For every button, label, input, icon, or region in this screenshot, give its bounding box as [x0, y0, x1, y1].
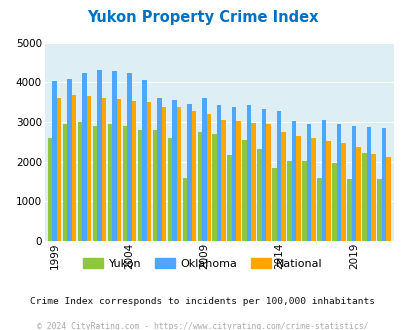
- Bar: [361, 152, 366, 241]
- Bar: [191, 112, 196, 241]
- Bar: [281, 132, 285, 241]
- Bar: [227, 155, 231, 241]
- Bar: [236, 121, 241, 241]
- Bar: [157, 98, 161, 241]
- Bar: [257, 149, 261, 241]
- Bar: [161, 108, 166, 241]
- Bar: [221, 120, 226, 241]
- Bar: [212, 134, 216, 241]
- Bar: [202, 98, 206, 241]
- Bar: [351, 126, 356, 241]
- Bar: [216, 105, 221, 241]
- Bar: [206, 114, 211, 241]
- Bar: [92, 126, 97, 241]
- Bar: [146, 102, 151, 241]
- Bar: [287, 160, 291, 241]
- Bar: [82, 73, 86, 241]
- Bar: [242, 140, 246, 241]
- Bar: [101, 98, 106, 241]
- Bar: [306, 124, 311, 241]
- Bar: [142, 80, 146, 241]
- Bar: [197, 132, 202, 241]
- Bar: [356, 147, 360, 241]
- Bar: [97, 70, 101, 241]
- Bar: [182, 178, 187, 241]
- Bar: [246, 105, 251, 241]
- Bar: [71, 95, 76, 241]
- Bar: [272, 168, 276, 241]
- Bar: [302, 161, 306, 241]
- Bar: [107, 124, 112, 241]
- Bar: [57, 98, 61, 241]
- Bar: [176, 108, 181, 241]
- Bar: [52, 81, 57, 241]
- Bar: [386, 156, 390, 241]
- Bar: [112, 71, 116, 241]
- Bar: [296, 136, 300, 241]
- Bar: [122, 126, 127, 241]
- Bar: [172, 100, 176, 241]
- Bar: [376, 179, 381, 241]
- Bar: [251, 123, 255, 241]
- Text: © 2024 CityRating.com - https://www.cityrating.com/crime-statistics/: © 2024 CityRating.com - https://www.city…: [37, 322, 368, 330]
- Bar: [332, 163, 336, 241]
- Bar: [131, 101, 136, 241]
- Text: Crime Index corresponds to incidents per 100,000 inhabitants: Crime Index corresponds to incidents per…: [30, 297, 375, 306]
- Bar: [317, 178, 321, 241]
- Bar: [321, 120, 326, 241]
- Bar: [152, 130, 157, 241]
- Bar: [381, 128, 386, 241]
- Bar: [137, 130, 142, 241]
- Bar: [86, 96, 91, 241]
- Bar: [67, 79, 71, 241]
- Legend: Yukon, Oklahoma, National: Yukon, Oklahoma, National: [79, 254, 326, 273]
- Bar: [371, 154, 375, 241]
- Bar: [187, 104, 191, 241]
- Bar: [326, 141, 330, 241]
- Bar: [62, 124, 67, 241]
- Bar: [291, 121, 296, 241]
- Bar: [77, 122, 82, 241]
- Bar: [116, 99, 121, 241]
- Bar: [127, 73, 131, 241]
- Text: Yukon Property Crime Index: Yukon Property Crime Index: [87, 10, 318, 25]
- Bar: [47, 138, 52, 241]
- Bar: [336, 124, 341, 241]
- Bar: [311, 138, 315, 241]
- Bar: [231, 107, 236, 241]
- Bar: [341, 144, 345, 241]
- Bar: [276, 111, 281, 241]
- Bar: [366, 127, 371, 241]
- Bar: [261, 109, 266, 241]
- Bar: [266, 124, 270, 241]
- Bar: [347, 179, 351, 241]
- Bar: [167, 138, 172, 241]
